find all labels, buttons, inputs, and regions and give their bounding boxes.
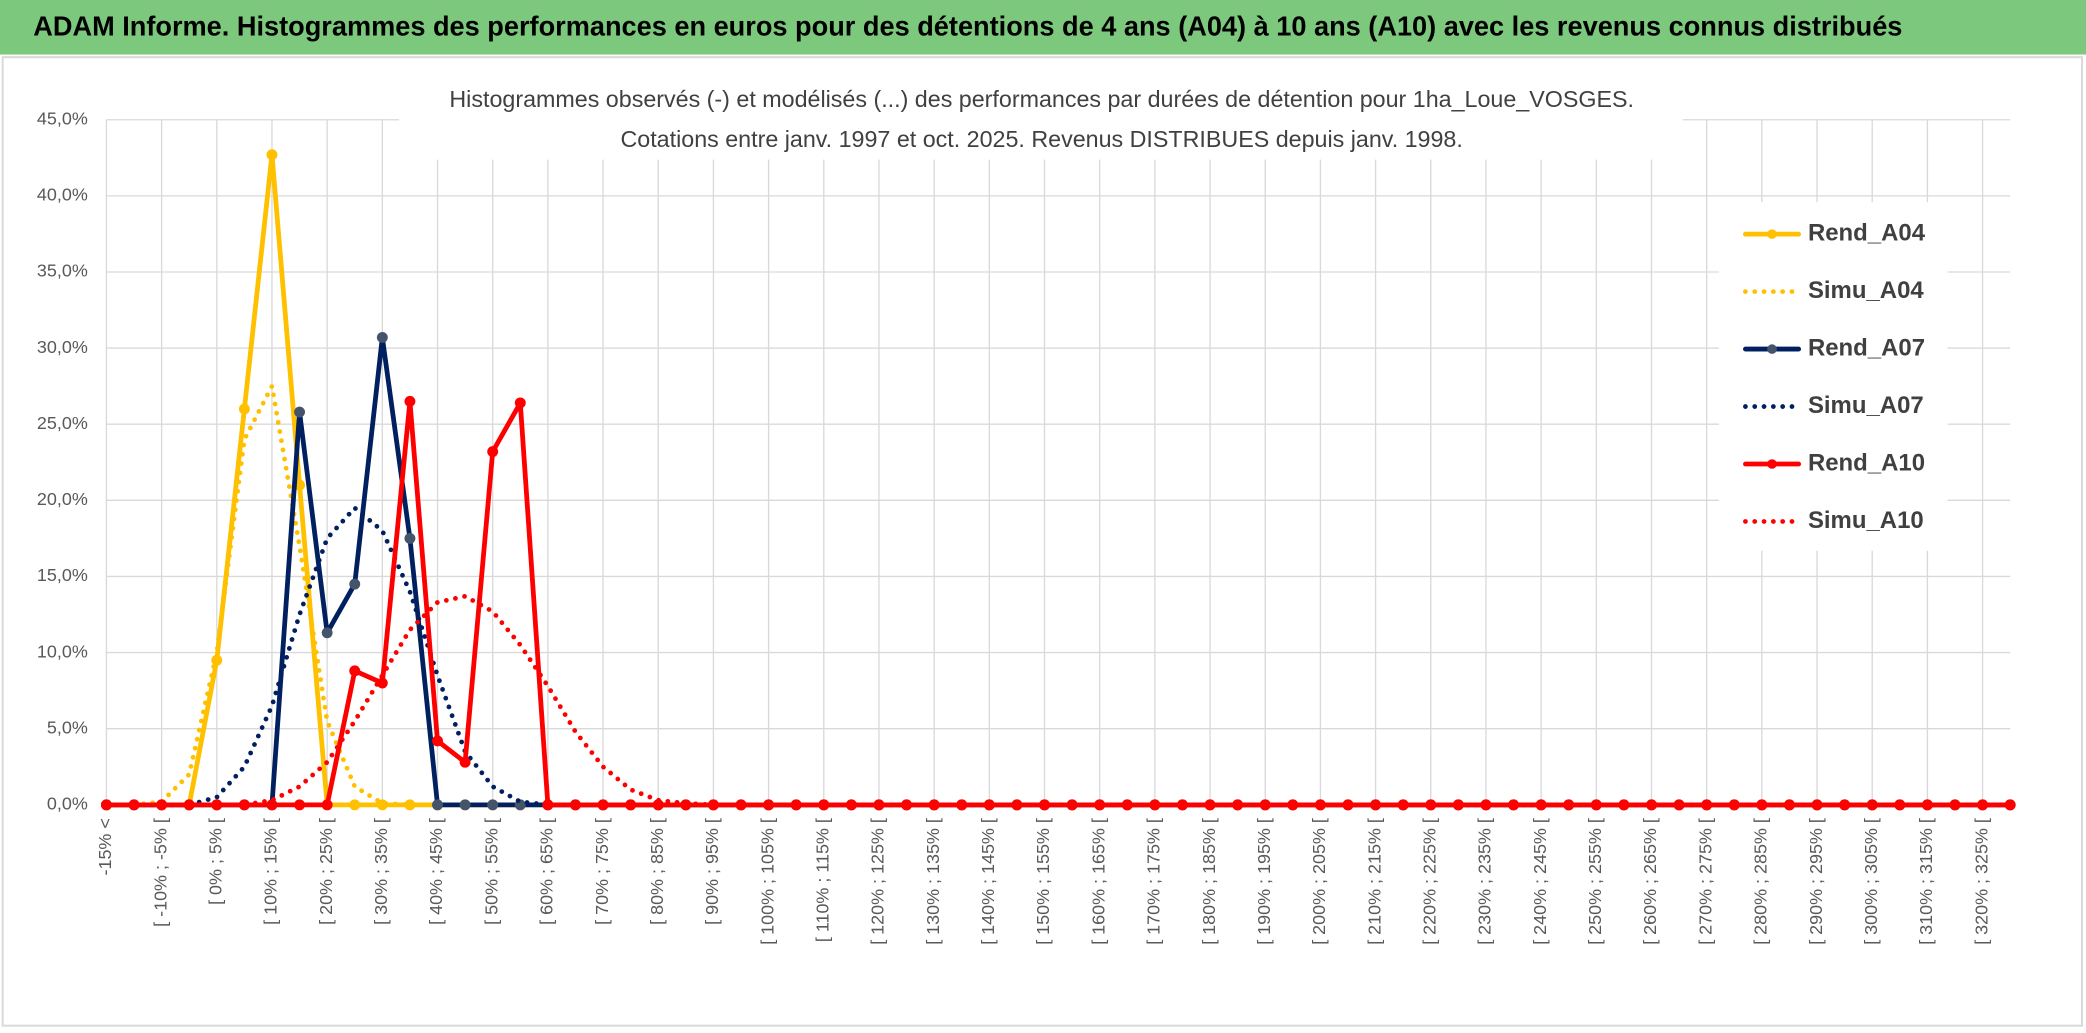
x-tick-label: [ 160% ; 165% [ (1088, 818, 1108, 945)
point (238, 403, 250, 415)
x-tick-label: [ -10% ; -5% [ (150, 818, 170, 927)
x-tick-label: [ 60% ; 65% [ (537, 818, 557, 925)
point (376, 677, 388, 689)
x-tick-label: [ 270% ; 275% [ (1695, 818, 1715, 945)
point (404, 532, 416, 544)
point (376, 331, 388, 343)
x-tick-label: [ 70% ; 75% [ (592, 818, 612, 925)
x-tick-label: [ 50% ; 55% [ (481, 818, 501, 925)
point (487, 446, 499, 458)
point (266, 149, 278, 161)
x-tick-label: [ 260% ; 265% [ (1640, 818, 1660, 945)
point (625, 799, 637, 811)
x-tick-label: [ 100% ; 105% [ (757, 818, 777, 945)
x-tick-label: [ 0% ; 5% [ (206, 818, 226, 905)
point (266, 799, 278, 811)
y-tick-label: 15,0% (37, 565, 88, 585)
y-tick-label: 5,0% (47, 717, 88, 737)
x-tick-label: [ 170% ; 175% [ (1144, 818, 1164, 945)
y-tick-label: 45,0% (37, 108, 88, 128)
header-bar (0, 0, 2086, 55)
point (294, 406, 306, 418)
legend-marker (1767, 459, 1777, 469)
x-tick-label: [ 250% ; 255% [ (1585, 818, 1605, 945)
legend-label: Simu_A04 (1808, 277, 1924, 304)
x-tick-label: [ 40% ; 45% [ (426, 818, 446, 925)
chart-title: Histogrammes observés (-) et modélisés (… (449, 86, 1634, 112)
x-tick-label: [ 200% ; 205% [ (1309, 818, 1329, 945)
x-tick-label: [ 90% ; 95% [ (702, 818, 722, 925)
x-tick-label: -15% < (95, 818, 115, 875)
plot (100, 149, 2016, 811)
x-tick-label: [ 220% ; 225% [ (1420, 818, 1440, 945)
x-tick-label: [ 310% ; 315% [ (1916, 818, 1936, 945)
legend-label: Rend_A04 (1808, 219, 1926, 246)
x-tick-label: [ 280% ; 285% [ (1751, 818, 1771, 945)
legend-label: Rend_A07 (1808, 334, 1925, 361)
x-tick-label: [ 130% ; 135% [ (923, 818, 943, 945)
point (294, 799, 306, 811)
x-tick-label: [ 180% ; 185% [ (1199, 818, 1219, 945)
header-title: ADAM Informe. Histogrammes des performan… (33, 10, 1902, 41)
x-tick-label: [ 120% ; 125% [ (868, 818, 888, 945)
point (597, 799, 609, 811)
x-tick-label: [ 290% ; 295% [ (1806, 818, 1826, 945)
legend-marker (1767, 229, 1777, 239)
chart-subtitle: Cotations entre janv. 1997 et oct. 2025.… (620, 126, 1462, 152)
y-tick-label: 10,0% (37, 641, 88, 661)
point (432, 735, 443, 747)
y-tick-label: 0,0% (47, 794, 88, 814)
x-tick-label: [ 210% ; 215% [ (1364, 818, 1384, 945)
legend-label: Rend_A10 (1808, 449, 1925, 476)
point (349, 578, 361, 590)
x-tick-label: [ 140% ; 145% [ (978, 818, 998, 945)
x-tick-label: [ 230% ; 235% [ (1475, 818, 1495, 945)
y-tick-label: 40,0% (37, 185, 88, 205)
title-background (399, 82, 1683, 160)
x-tick-label: [ 240% ; 245% [ (1530, 818, 1550, 945)
point (459, 756, 471, 768)
point (349, 799, 361, 811)
model-line (104, 593, 2013, 808)
point (432, 799, 443, 811)
y-tick-label: 30,0% (37, 337, 88, 357)
point (404, 395, 416, 407)
point (514, 397, 526, 409)
legend-label: Simu_A10 (1808, 507, 1924, 534)
x-tick-label: [ 150% ; 155% [ (1033, 818, 1053, 945)
point (570, 799, 581, 811)
x-tick-label: [ 80% ; 85% [ (647, 818, 667, 925)
legend-label: Simu_A07 (1808, 392, 1924, 419)
x-tick-label: [ 300% ; 305% [ (1861, 818, 1881, 945)
legend-background (1718, 202, 1948, 551)
x-tick-label: [ 10% ; 15% [ (261, 818, 281, 925)
point (321, 799, 333, 811)
point (349, 665, 361, 677)
x-tick-label: [ 190% ; 195% [ (1254, 818, 1274, 945)
x-tick-label: [ 20% ; 25% [ (316, 818, 336, 925)
x-tick-label: [ 110% ; 115% [ (813, 818, 833, 942)
point (542, 799, 554, 811)
x-tick-label: [ 320% ; 325% [ (1971, 818, 1991, 945)
y-tick-label: 25,0% (37, 413, 88, 433)
y-tick-label: 20,0% (37, 489, 88, 509)
legend-marker (1767, 344, 1777, 354)
y-tick-label: 35,0% (37, 261, 88, 281)
x-tick-label: [ 30% ; 35% [ (371, 818, 391, 925)
point (321, 627, 333, 639)
point (459, 799, 471, 811)
legend: Rend_A04 Simu_A04 Rend_A07 Simu_A07 Rend_A10… (1718, 202, 1948, 551)
point (487, 799, 499, 811)
